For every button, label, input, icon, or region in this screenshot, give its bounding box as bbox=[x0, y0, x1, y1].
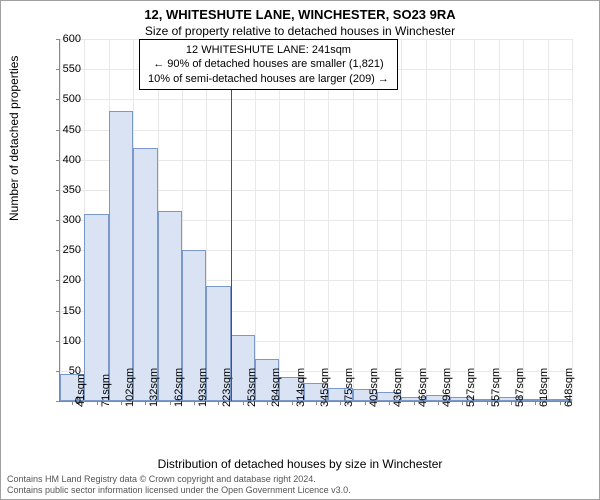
y-tick-label: 250 bbox=[51, 244, 81, 256]
gridline-v bbox=[401, 39, 402, 401]
info-line3: 10% of semi-detached houses are larger (… bbox=[148, 72, 389, 86]
gridline-v bbox=[450, 39, 451, 401]
y-tick-label: 450 bbox=[51, 124, 81, 136]
y-tick-label: 100 bbox=[51, 335, 81, 347]
x-tick bbox=[292, 401, 293, 405]
x-tick-label: 405sqm bbox=[368, 368, 380, 407]
x-tick bbox=[438, 401, 439, 405]
histogram-bar bbox=[109, 111, 133, 401]
histogram-bar bbox=[133, 148, 157, 401]
footer-line1: Contains HM Land Registry data © Crown c… bbox=[7, 474, 593, 485]
gridline-v bbox=[279, 39, 280, 401]
x-tick-label: 71sqm bbox=[100, 374, 112, 407]
gridline-v bbox=[304, 39, 305, 401]
x-tick-label: 618sqm bbox=[538, 368, 550, 407]
gridline-h bbox=[60, 99, 572, 100]
gridline-v bbox=[572, 39, 573, 401]
x-tick-label: 223sqm bbox=[221, 368, 233, 407]
gridline-v bbox=[426, 39, 427, 401]
y-tick-label: 500 bbox=[51, 93, 81, 105]
histogram-bar bbox=[84, 214, 108, 401]
x-tick-label: 132sqm bbox=[148, 368, 160, 407]
footer-line2: Contains public sector information licen… bbox=[7, 485, 593, 496]
x-tick-label: 466sqm bbox=[417, 368, 429, 407]
x-tick bbox=[316, 401, 317, 405]
y-tick-label: 300 bbox=[51, 214, 81, 226]
reference-line bbox=[231, 39, 232, 401]
y-tick-label: 400 bbox=[51, 154, 81, 166]
y-tick-label: 550 bbox=[51, 63, 81, 75]
info-line2: ← 90% of detached houses are smaller (1,… bbox=[148, 57, 389, 71]
x-tick bbox=[414, 401, 415, 405]
x-tick bbox=[218, 401, 219, 405]
y-axis-label: Number of detached properties bbox=[7, 56, 21, 221]
x-tick-label: 436sqm bbox=[392, 368, 404, 407]
x-tick bbox=[511, 401, 512, 405]
x-tick-label: 648sqm bbox=[563, 368, 575, 407]
x-tick bbox=[121, 401, 122, 405]
gridline-v bbox=[353, 39, 354, 401]
x-tick-label: 587sqm bbox=[514, 368, 526, 407]
chart-subtitle: Size of property relative to detached ho… bbox=[1, 24, 599, 38]
plot-region bbox=[59, 39, 572, 402]
x-tick-label: 314sqm bbox=[295, 368, 307, 407]
x-tick bbox=[365, 401, 366, 405]
x-tick bbox=[462, 401, 463, 405]
chart-title: 12, WHITESHUTE LANE, WINCHESTER, SO23 9R… bbox=[1, 7, 599, 22]
gridline-v bbox=[523, 39, 524, 401]
x-tick-label: 253sqm bbox=[246, 368, 258, 407]
y-tick-label: 150 bbox=[51, 305, 81, 317]
x-tick-label: 375sqm bbox=[343, 368, 355, 407]
x-tick-label: 162sqm bbox=[173, 368, 185, 407]
x-tick bbox=[145, 401, 146, 405]
x-tick-label: 345sqm bbox=[319, 368, 331, 407]
x-tick bbox=[243, 401, 244, 405]
gridline-v bbox=[548, 39, 549, 401]
gridline-v bbox=[328, 39, 329, 401]
x-tick bbox=[97, 401, 98, 405]
y-tick-label: 200 bbox=[51, 274, 81, 286]
gridline-v bbox=[499, 39, 500, 401]
x-tick bbox=[560, 401, 561, 405]
x-tick-label: 193sqm bbox=[197, 368, 209, 407]
y-tick-label: 600 bbox=[51, 33, 81, 45]
x-tick bbox=[340, 401, 341, 405]
x-tick bbox=[535, 401, 536, 405]
x-tick bbox=[487, 401, 488, 405]
x-tick-label: 284sqm bbox=[270, 368, 282, 407]
x-tick-label: 527sqm bbox=[465, 368, 477, 407]
gridline-v bbox=[377, 39, 378, 401]
y-tick-label: 350 bbox=[51, 184, 81, 196]
x-tick bbox=[389, 401, 390, 405]
x-axis-label: Distribution of detached houses by size … bbox=[1, 457, 599, 471]
info-line1: 12 WHITESHUTE LANE: 241sqm bbox=[148, 43, 389, 57]
chart-area bbox=[59, 39, 571, 401]
x-tick-label: 496sqm bbox=[441, 368, 453, 407]
x-tick bbox=[267, 401, 268, 405]
x-tick bbox=[194, 401, 195, 405]
x-tick-label: 41sqm bbox=[75, 374, 87, 407]
info-box: 12 WHITESHUTE LANE: 241sqm ← 90% of deta… bbox=[139, 39, 398, 90]
gridline-v bbox=[255, 39, 256, 401]
footer-attribution: Contains HM Land Registry data © Crown c… bbox=[7, 474, 593, 496]
gridline-h bbox=[60, 130, 572, 131]
x-tick bbox=[170, 401, 171, 405]
x-tick-label: 102sqm bbox=[124, 368, 136, 407]
x-tick-label: 557sqm bbox=[490, 368, 502, 407]
gridline-v bbox=[474, 39, 475, 401]
